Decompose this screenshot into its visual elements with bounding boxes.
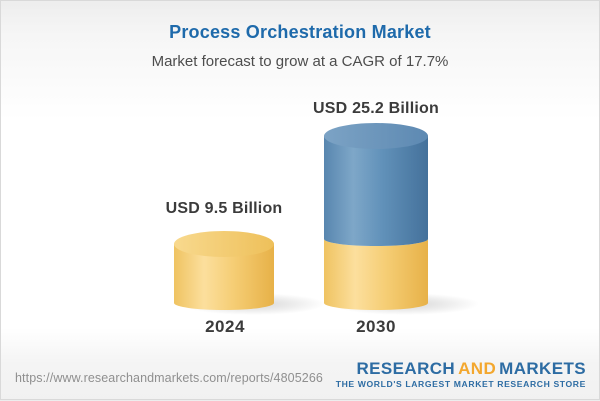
value-label-2030: USD 25.2 Billion bbox=[313, 100, 439, 117]
page-subtitle: Market forecast to grow at a CAGR of 17.… bbox=[151, 53, 449, 70]
bar-2030-growth-segment bbox=[324, 136, 428, 246]
bar-2024-cylinder bbox=[174, 231, 274, 310]
x-axis-label-2030: 2030 bbox=[356, 317, 396, 336]
brand-tagline: THE WORLD'S LARGEST MARKET RESEARCH STOR… bbox=[335, 379, 586, 389]
brand-word-markets: MARKETS bbox=[499, 359, 586, 378]
brand-word-research: RESEARCH bbox=[356, 359, 456, 378]
x-axis-label-2024: 2024 bbox=[205, 317, 245, 336]
bar-2030-cylinder bbox=[324, 123, 428, 310]
report-url-link[interactable]: https://www.researchandmarkets.com/repor… bbox=[15, 371, 323, 385]
brand-logo-wordmark: RESEARCH AND MARKETS bbox=[336, 360, 586, 377]
bar-2030-base-segment bbox=[324, 239, 428, 310]
brand-word-and: AND bbox=[458, 359, 497, 378]
brand-logo[interactable]: RESEARCH AND MARKETS THE WORLD'S LARGEST M… bbox=[336, 360, 586, 389]
value-label-2024: USD 9.5 Billion bbox=[165, 200, 283, 217]
page-title: Process Orchestration Market bbox=[169, 22, 431, 42]
